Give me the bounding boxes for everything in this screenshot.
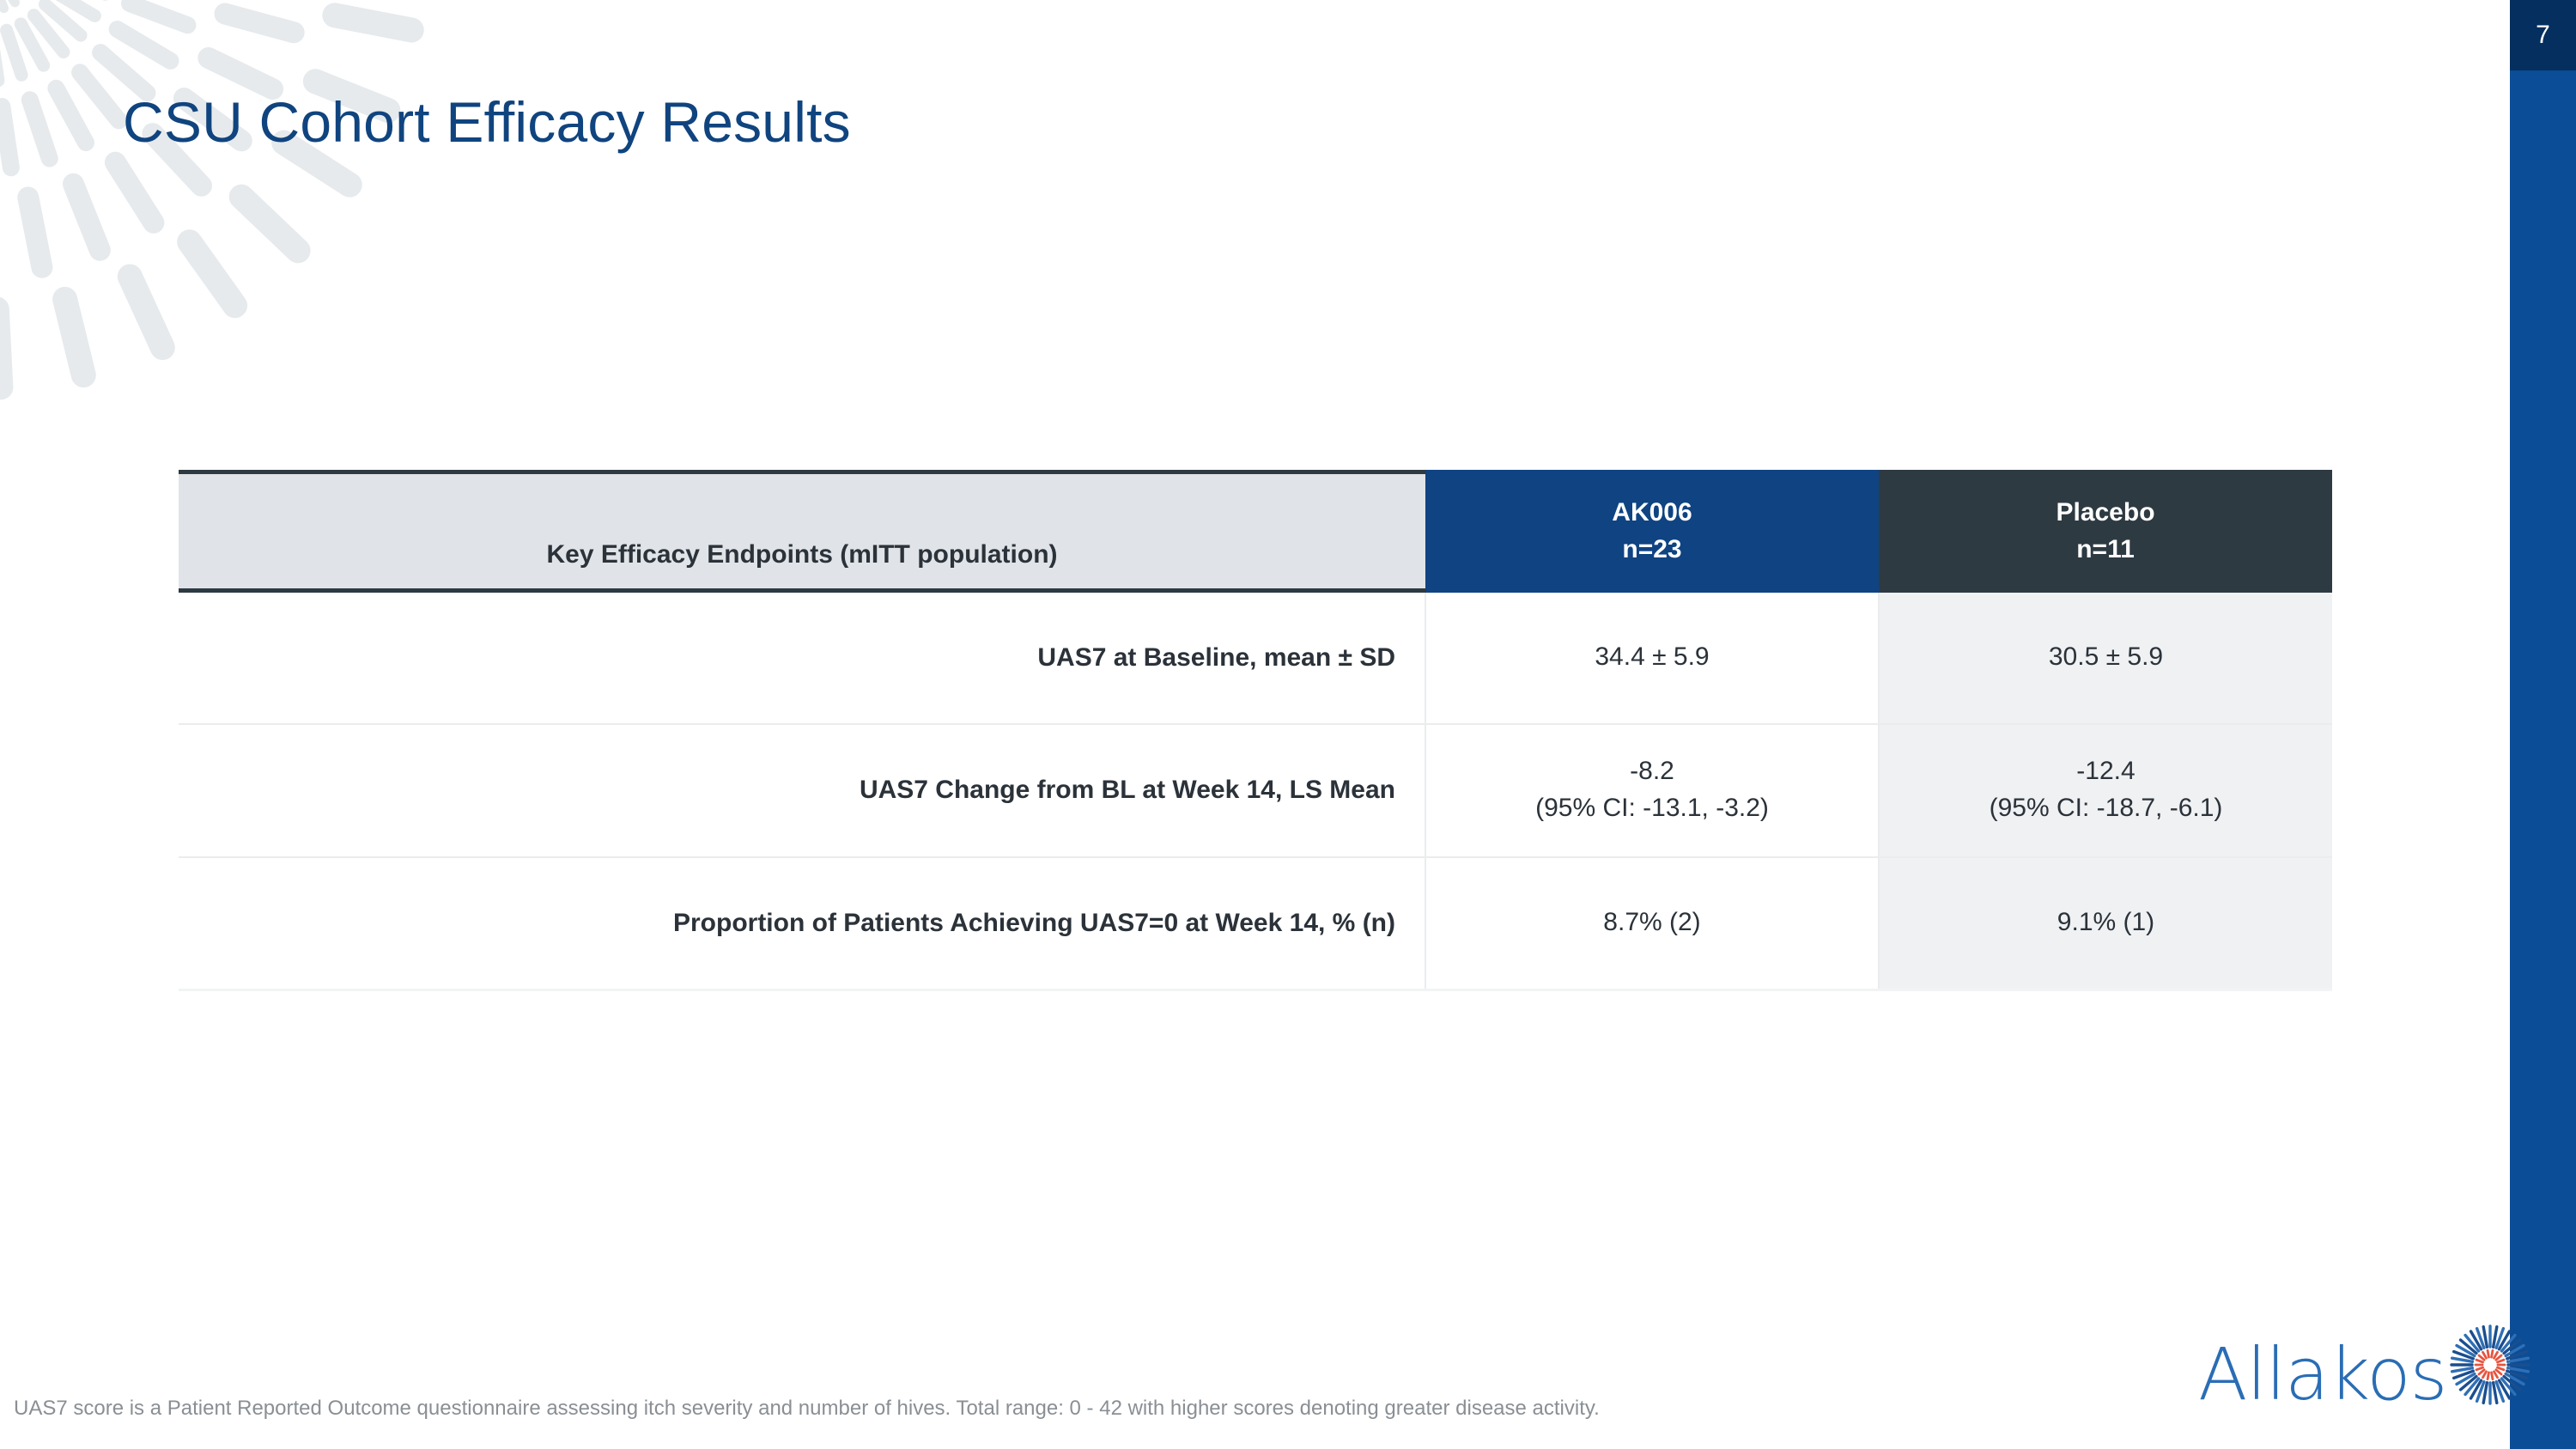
- column-header-placebo-name: Placebo: [2056, 497, 2155, 527]
- cell-value: -8.2: [1630, 757, 1674, 786]
- efficacy-table-container: Key Efficacy Endpoints (mITT population)…: [179, 470, 2332, 991]
- cell-value: 34.4 ± 5.9: [1595, 642, 1710, 672]
- cell-placebo: 30.5 ± 5.9: [1878, 590, 2332, 725]
- column-header-endpoints: Key Efficacy Endpoints (mITT population): [179, 470, 1425, 593]
- allakos-logo: Allakos: [2198, 1320, 2542, 1423]
- cell-placebo: 9.1% (1): [1878, 856, 2332, 991]
- row-label: Proportion of Patients Achieving UAS7=0 …: [179, 856, 1425, 991]
- allakos-sunburst-icon: [2450, 1324, 2530, 1405]
- row-label: UAS7 Change from BL at Week 14, LS Mean: [179, 723, 1425, 858]
- column-header-ak006-name: AK006: [1612, 497, 1692, 527]
- cell-value: 30.5 ± 5.9: [2048, 642, 2164, 672]
- table-row: UAS7 at Baseline, mean ± SD 34.4 ± 5.9 3…: [179, 590, 2332, 725]
- page-title: CSU Cohort Efficacy Results: [123, 90, 851, 154]
- cell-placebo: -12.4 (95% CI: -18.7, -6.1): [1878, 723, 2332, 858]
- efficacy-table: Key Efficacy Endpoints (mITT population)…: [179, 470, 2332, 991]
- table-row: UAS7 Change from BL at Week 14, LS Mean …: [179, 723, 2332, 858]
- cell-value-ci: (95% CI: -13.1, -3.2): [1535, 794, 1769, 822]
- column-header-placebo: Placebo n=11: [1879, 470, 2332, 593]
- sidebar-accent-bar: [2510, 0, 2576, 1449]
- cell-value: 9.1% (1): [2057, 908, 2155, 937]
- cell-value: -12.4: [2076, 757, 2136, 786]
- row-label: UAS7 at Baseline, mean ± SD: [179, 590, 1425, 725]
- column-header-ak006: AK006 n=23: [1425, 470, 1879, 593]
- column-header-placebo-n: n=11: [2076, 534, 2135, 563]
- sunburst-decoration: [0, 0, 424, 400]
- table-header-row: Key Efficacy Endpoints (mITT population)…: [179, 470, 2332, 593]
- cell-value: 8.7% (2): [1603, 908, 1701, 937]
- column-header-ak006-n: n=23: [1622, 534, 1682, 563]
- cell-ak006: 34.4 ± 5.9: [1425, 590, 1879, 725]
- footnote-text: UAS7 score is a Patient Reported Outcome…: [14, 1397, 1600, 1420]
- table-row: Proportion of Patients Achieving UAS7=0 …: [179, 856, 2332, 991]
- cell-ak006: -8.2 (95% CI: -13.1, -3.2): [1425, 723, 1879, 858]
- logo-wordmark: Allakos: [2198, 1332, 2447, 1416]
- cell-ak006: 8.7% (2): [1425, 856, 1879, 991]
- page-number: 7: [2510, 0, 2576, 70]
- cell-value-ci: (95% CI: -18.7, -6.1): [1989, 794, 2223, 822]
